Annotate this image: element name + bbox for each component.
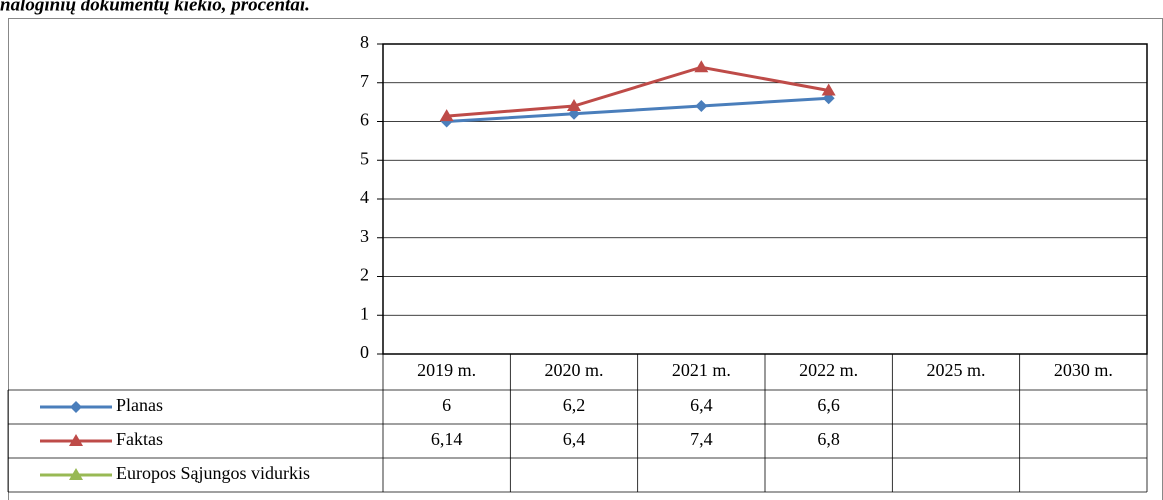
table-value: 6,4	[563, 429, 586, 449]
table-value: 7,4	[690, 429, 713, 449]
legend-label: Planas	[116, 395, 163, 415]
y-tick-label: 3	[360, 226, 369, 246]
data-point	[567, 99, 581, 111]
y-tick-label: 4	[360, 187, 369, 207]
x-tick-label: 2020 m.	[544, 360, 603, 380]
table-value: 6,8	[817, 429, 840, 449]
x-tick-label: 2022 m.	[799, 360, 858, 380]
x-tick-label: 2030 m.	[1054, 360, 1113, 380]
legend-marker	[69, 468, 83, 480]
data-point	[439, 109, 454, 122]
table-value: 6,6	[817, 395, 840, 415]
legend-label: Faktas	[116, 429, 163, 449]
x-tick-label: 2021 m.	[672, 360, 731, 380]
chart-frame	[8, 18, 1163, 500]
table-value: 6,4	[690, 395, 713, 415]
y-tick-label: 2	[360, 265, 369, 285]
legend-marker	[70, 401, 82, 413]
y-tick-label: 0	[360, 342, 369, 362]
series-line	[446, 65, 829, 118]
y-tick-label: 8	[360, 32, 369, 52]
data-point	[821, 83, 836, 96]
y-tick-label: 7	[360, 71, 369, 91]
chart-title: naloginių dokumentų kiekio, procentai.	[0, 0, 310, 15]
series-line	[446, 96, 829, 123]
y-tick-label: 6	[360, 110, 369, 130]
table-value: 6,14	[431, 429, 463, 449]
data-point	[694, 60, 709, 73]
table-value: 6	[442, 395, 451, 415]
x-tick-label: 2025 m.	[926, 360, 985, 380]
data-point	[695, 100, 708, 112]
table-value: 6,2	[563, 395, 586, 415]
legend-marker	[69, 434, 83, 446]
legend-label: Europos Sąjungos vidurkis	[116, 463, 310, 483]
x-tick-label: 2019 m.	[417, 360, 476, 380]
y-tick-label: 5	[360, 148, 369, 168]
y-tick-label: 1	[360, 303, 369, 323]
